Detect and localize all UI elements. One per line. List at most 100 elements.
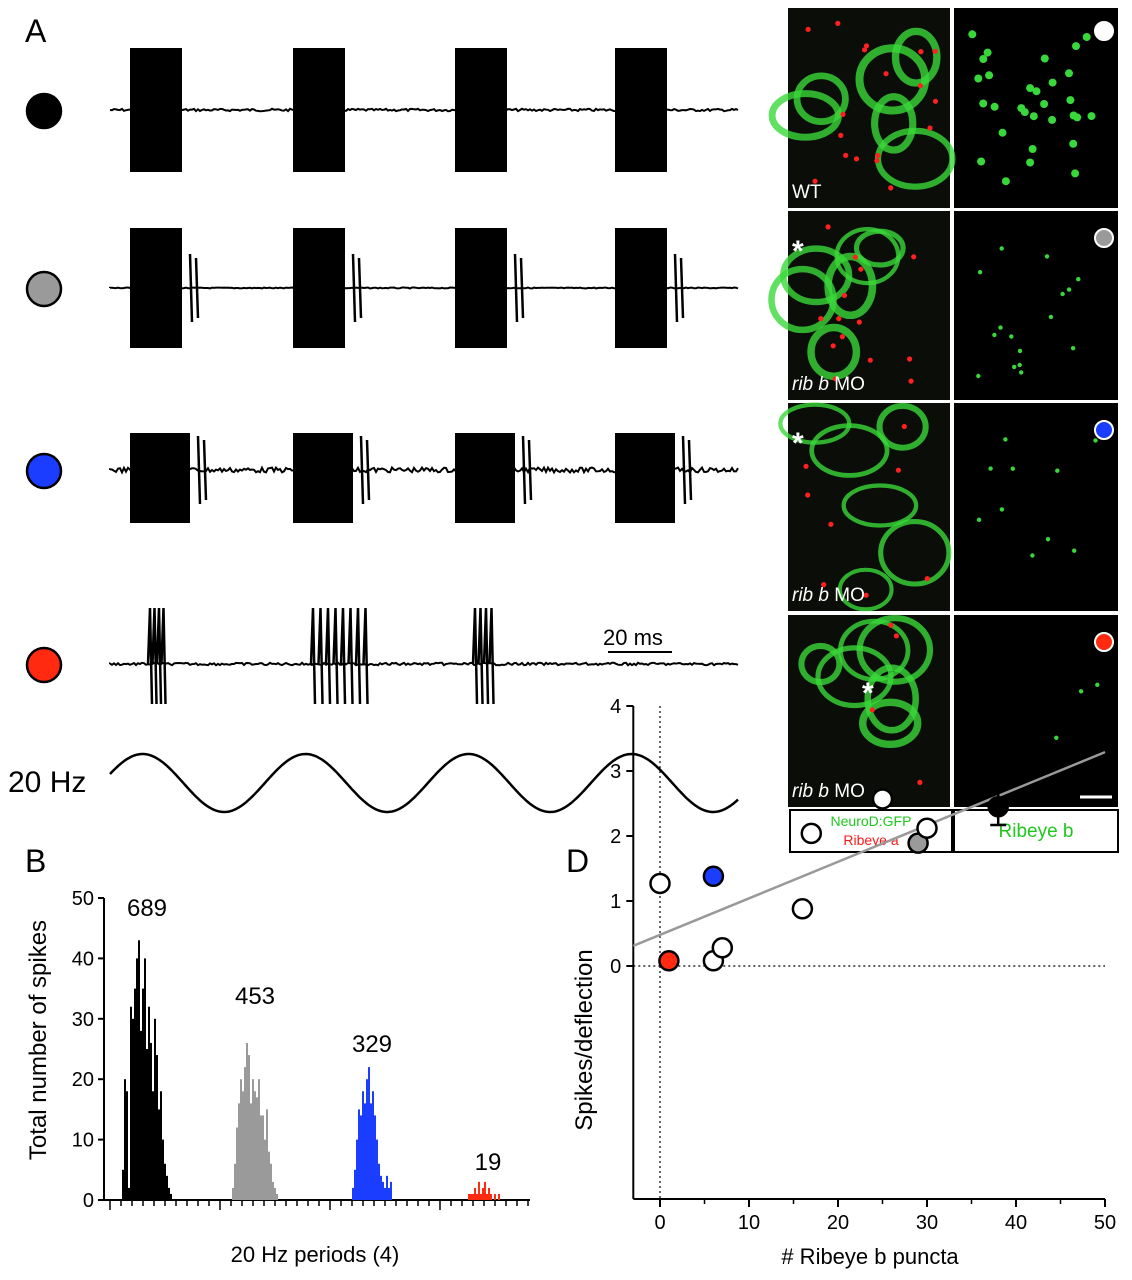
ribeye-b-puncta	[977, 157, 986, 166]
spike-burst	[615, 228, 667, 348]
hist-bar-red	[470, 1193, 472, 1200]
hist-bar-gray	[246, 1042, 248, 1200]
hist-bar-red	[480, 1193, 482, 1200]
ribeye-b-puncta	[1070, 346, 1076, 351]
ribeye-a-puncta	[861, 47, 868, 53]
trailing-spikes	[521, 435, 533, 505]
micrograph-merge	[788, 8, 950, 208]
spike-burst	[293, 228, 345, 348]
ribeye-b-puncta	[1026, 84, 1035, 93]
spike-burst	[130, 228, 182, 348]
label-text: MO	[829, 374, 865, 395]
ribeye-a-puncta	[874, 158, 880, 164]
ribeye-b-puncta	[1087, 112, 1096, 121]
ribeye-a-puncta	[839, 334, 846, 340]
ribeye-a-puncta	[841, 292, 848, 298]
condition-marker-white	[1094, 21, 1114, 41]
trace-baseline-red	[109, 661, 739, 667]
trailing-spikes	[673, 253, 685, 323]
spike-burst	[130, 433, 190, 523]
ribeye-a-puncta	[867, 357, 873, 363]
series-total-blue: 329	[352, 1031, 392, 1058]
ribeye-a-puncta	[917, 83, 924, 89]
ribeye-b-puncta	[1078, 689, 1084, 694]
hist-bar-black	[126, 1091, 128, 1200]
ribeye-b-puncta	[1072, 42, 1080, 51]
condition-marker-blue	[1094, 420, 1114, 440]
hist-bar-red	[476, 1193, 478, 1200]
ribeye-a-puncta	[924, 576, 930, 582]
ribeye-b-puncta	[1095, 682, 1100, 687]
neuron-loop	[853, 228, 906, 268]
ribeye-a-puncta	[856, 319, 862, 325]
ribeye-a-puncta	[840, 111, 846, 117]
label-text: MO	[829, 781, 865, 802]
hist-bar-black	[144, 958, 146, 1200]
hist-bar-blue	[386, 1175, 388, 1200]
hist-bar-red	[490, 1193, 492, 1200]
ribeye-b-puncta	[999, 507, 1005, 512]
ribeye-b-puncta	[992, 332, 997, 338]
ribeye-b-puncta	[1066, 96, 1075, 105]
hist-bar-gray	[252, 1079, 254, 1200]
hist-bar-black	[134, 988, 136, 1200]
asterisk: *	[792, 235, 804, 268]
hist-bar-gray	[270, 1163, 272, 1200]
ribeye-a-puncta	[863, 592, 869, 598]
ribeye-b-puncta	[1003, 437, 1008, 442]
x-tick-label: 20	[827, 1212, 849, 1234]
hist-bar-black	[168, 1187, 170, 1200]
data-point-black	[987, 796, 1009, 818]
label-italic: rib b	[792, 374, 829, 395]
ribeye-a-puncta	[858, 266, 864, 272]
label-text: WT	[792, 182, 822, 203]
micrograph-ribeye-b	[954, 403, 1118, 611]
hist-bar-black	[128, 1187, 130, 1200]
hist-bar-black	[170, 1193, 172, 1200]
ribeye-a-puncta	[838, 132, 844, 138]
x-tick-label: 40	[1005, 1212, 1027, 1234]
data-point-white	[711, 937, 734, 959]
hist-bar-gray	[236, 1127, 238, 1200]
ribeye-a-puncta	[911, 254, 917, 260]
trailing-spikes	[351, 253, 363, 323]
hist-bar-gray	[262, 1115, 264, 1200]
hist-bar-black	[166, 1175, 168, 1200]
condition-marker-gray	[25, 270, 63, 308]
spike-burst	[455, 433, 515, 523]
neuron-loop	[807, 323, 861, 380]
hist-bar-gray	[254, 1091, 256, 1200]
ribeye-b-puncta	[1012, 364, 1017, 370]
hist-bar-black	[162, 1139, 164, 1200]
y-tick-label: 0	[610, 956, 621, 978]
hist-bar-blue	[374, 1115, 376, 1200]
ribeye-b-puncta	[1032, 87, 1041, 96]
x-tick-label: 50	[1094, 1212, 1116, 1234]
legend-neurod-gfp: NeuroD:GFP	[831, 813, 912, 829]
hist-bar-gray	[234, 1163, 236, 1200]
hist-bar-red	[482, 1187, 484, 1200]
y-tick-label: 2	[610, 826, 621, 848]
panel-a-traces	[25, 48, 739, 814]
y-tick-label: 4	[610, 696, 621, 718]
ribeye-a-puncta	[918, 49, 924, 55]
data-point-white	[649, 872, 671, 895]
hist-bar-black	[138, 940, 140, 1200]
spike-burst	[293, 433, 353, 523]
condition-marker-gray	[1094, 228, 1114, 248]
ribeye-a-puncta	[818, 316, 824, 322]
ribeye-a-puncta	[830, 343, 836, 349]
hist-bar-black	[156, 1055, 158, 1200]
ribeye-a-puncta	[883, 71, 889, 77]
ribeye-b-puncta	[1060, 291, 1065, 297]
condition-marker-blue	[25, 452, 63, 490]
ribeye-b-puncta	[976, 517, 982, 522]
hist-bar-gray	[268, 1151, 270, 1200]
spike-burst	[471, 607, 495, 705]
hist-bar-blue	[354, 1169, 356, 1200]
hist-bar-gray	[244, 1067, 246, 1200]
condition-marker-red	[25, 646, 63, 684]
hist-bar-black	[152, 1091, 154, 1200]
y-tick-label: 1	[610, 891, 621, 913]
